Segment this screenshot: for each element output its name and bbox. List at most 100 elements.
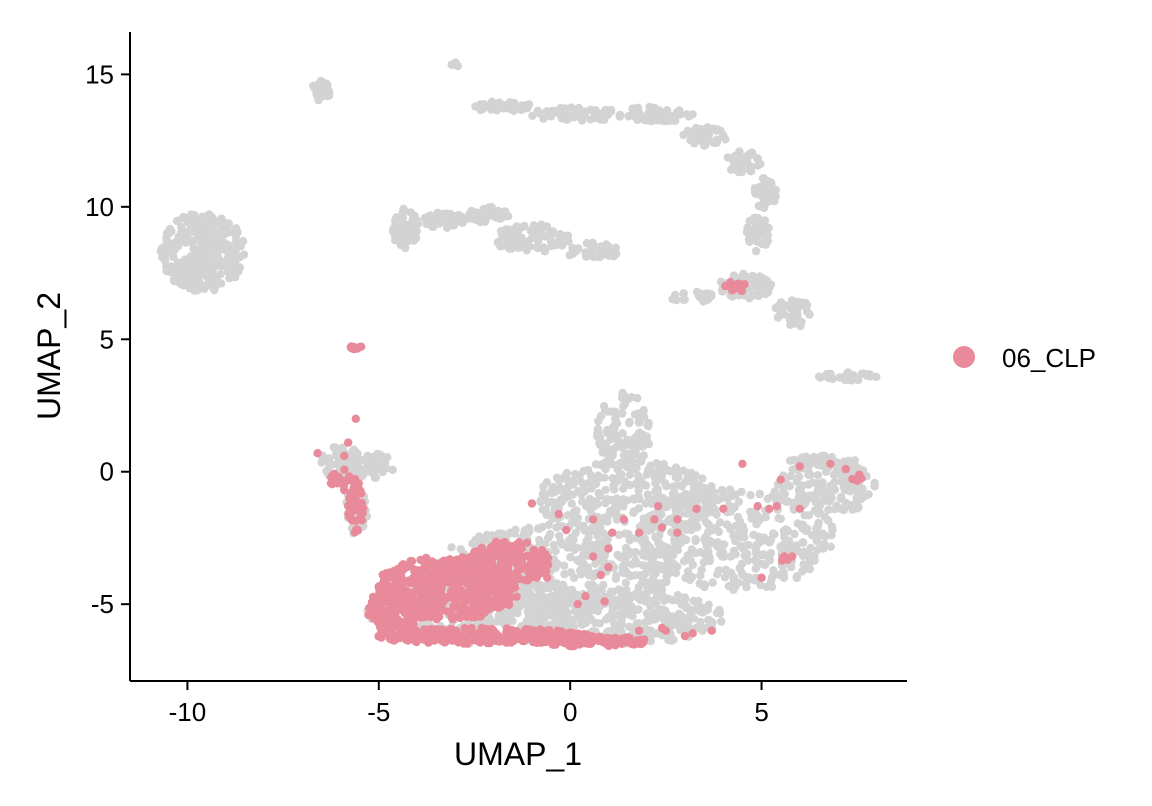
background-cell-point [741,160,750,170]
background-cell-point [817,451,827,461]
background-cell-point [814,372,824,381]
clp-cell-point [357,516,367,525]
background-cell-point [757,191,766,201]
background-cell-point [681,620,691,630]
clp-cell-point [351,516,360,526]
background-cell-point [629,508,638,517]
background-cell-point [628,461,638,470]
clp-cell-point [414,573,423,582]
clp-cell-point [393,615,403,624]
clp-cell-point [502,638,511,647]
background-cell-point [696,617,705,627]
clp-cell-point [740,280,749,289]
background-cell-point [500,207,509,216]
background-cell-point [675,110,685,119]
background-cell-point [584,533,593,543]
background-cell-point [707,482,716,491]
background-cell-point [736,533,746,542]
background-cell-point [662,543,671,552]
background-cell-point [780,533,789,542]
background-cell-point [646,564,655,573]
background-cell-point [651,486,660,496]
background-cell-point [788,311,798,320]
background-cell-point [351,447,360,456]
background-cell-point [745,216,754,226]
background-cell-point [619,401,628,411]
clp-cell-point [495,597,504,606]
background-cell-point [591,589,600,598]
background-cell-point [619,568,628,578]
background-cell-point [837,492,846,502]
clp-cell-point [543,554,553,563]
background-cell-point [625,480,635,490]
background-cell-point [633,393,642,403]
background-cell-point [766,535,776,544]
background-cell-point [688,110,697,119]
background-cell-point [655,463,665,472]
background-cell-point [779,568,788,577]
background-cell-point [642,578,651,588]
background-cell-point [447,543,456,552]
clp-cell-point [852,476,862,485]
background-cell-point [818,478,827,487]
background-cell-point [767,582,777,592]
clp-cell-point [586,636,596,645]
background-cell-point [668,619,677,628]
x-axis-ticks: -10 -5 0 5 [169,681,769,727]
background-cell-point [635,589,644,599]
background-cell-point [597,440,606,449]
background-cell-point [169,252,178,262]
background-cell-point [517,600,527,609]
background-cell-point [826,542,835,551]
clp-cell-point [604,641,613,651]
background-cell-point [829,485,839,495]
background-cell-point [755,272,765,281]
background-cell-point [756,202,765,211]
background-cell-point [746,273,755,283]
background-cell-point [227,254,237,264]
clp-cell-point [780,552,789,561]
background-cell-point [587,605,597,614]
background-cell-point [577,554,586,563]
background-cell-point [539,482,548,491]
clp-cell-point [502,628,511,637]
clp-cell-point [461,611,470,620]
clp-cell-point [447,613,456,622]
background-cell-point [737,167,746,177]
clp-cell-point [467,623,476,633]
background-cell-point [728,155,737,165]
background-cell-point [409,236,418,245]
background-cell-point [672,296,681,305]
background-cell-point [622,462,631,471]
clp-cell-point [421,590,430,600]
background-cell-point [857,369,866,379]
y-axis-title: UMAP_2 [31,292,67,420]
background-cell-point [231,260,240,270]
background-cell-point [733,512,743,522]
background-cell-point [568,518,577,527]
background-cell-point [566,553,575,562]
background-cell-point [485,209,494,218]
clp-cell-point [523,552,532,561]
background-cell-point [739,526,749,535]
clp-cell-point [396,603,406,612]
background-cell-point [671,463,681,472]
background-cell-point [687,468,696,478]
background-cell-point [644,526,653,535]
background-cell-point [700,497,710,506]
clp-cell-point [403,577,412,586]
background-cell-point [532,243,541,252]
background-cell-point [843,368,853,377]
background-cell-point [824,505,833,514]
background-cell-point [691,548,700,558]
clp-cell-point [486,599,495,609]
clp-cell-point [753,502,762,511]
background-cell-point [507,528,516,537]
background-cell-point [372,460,381,469]
clp-cell-point [439,556,449,565]
clp-cell-point [543,636,552,646]
background-cell-point [212,251,222,260]
background-cell-point [699,558,709,567]
background-cell-point [541,489,550,499]
background-cell-point [656,549,666,559]
